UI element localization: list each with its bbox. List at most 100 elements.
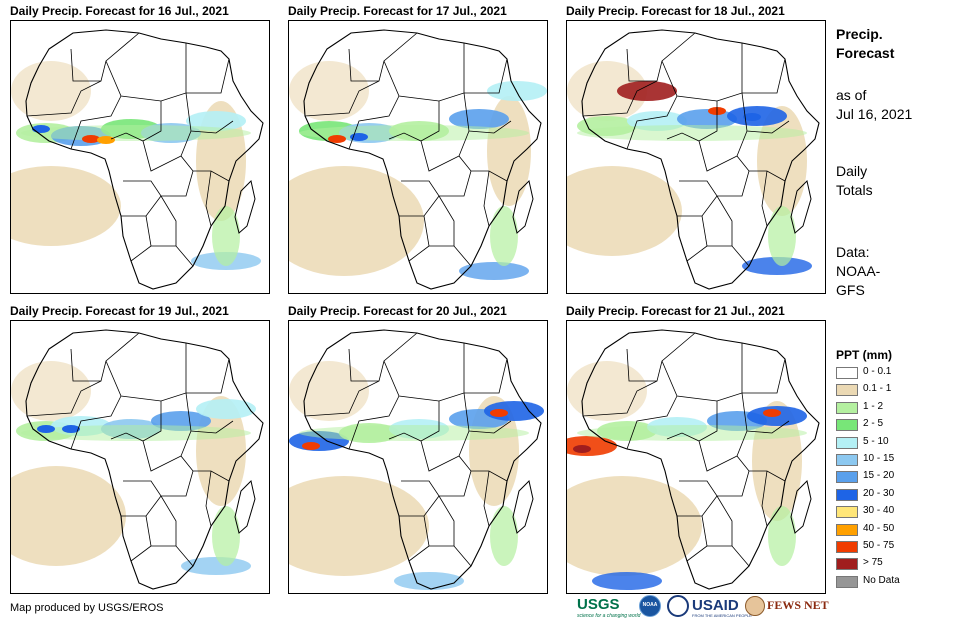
country-border: [348, 332, 418, 382]
legend-label: 10 - 15: [863, 453, 895, 464]
heavy-rain: [573, 445, 591, 453]
precip-map: [10, 20, 270, 294]
madagascar-outline: [234, 480, 256, 534]
southern-rain: [592, 572, 662, 590]
country-border: [160, 195, 177, 246]
country-border: [582, 380, 658, 417]
country-border: [438, 195, 455, 246]
heavy-rain: [37, 425, 55, 433]
dry-area: [11, 361, 91, 421]
country-border: [483, 170, 490, 227]
legend-label: 2 - 5: [863, 418, 884, 430]
africa-coastline: [303, 29, 542, 290]
madagascar-outline: [512, 180, 534, 234]
africa-coastline: [581, 329, 820, 590]
usaid-tagline: FROM THE AMERICAN PEOPLE: [692, 613, 752, 618]
legend-swatch: [836, 401, 858, 414]
country-border: [130, 545, 152, 562]
country-border: [463, 392, 512, 434]
africa-map: [567, 29, 820, 290]
legend-swatch: [836, 384, 858, 397]
country-border: [701, 215, 750, 267]
legend-swatch: [836, 471, 858, 484]
east-coast-rain: [768, 506, 796, 566]
heavy-rain: [743, 113, 761, 121]
dry-area: [11, 466, 126, 566]
fews-net-logo: FEWS NET: [767, 598, 829, 612]
east-coast-rain: [212, 206, 240, 266]
country-border: [626, 332, 696, 382]
precip-map: [10, 320, 270, 594]
legend-swatch: [836, 541, 858, 553]
southern-rain: [459, 262, 529, 280]
country-border: [121, 195, 162, 217]
southern-rain: [181, 557, 251, 575]
country-border: [698, 440, 738, 472]
country-border: [686, 545, 708, 562]
noaa-logo: NOAA: [639, 595, 661, 617]
madagascar-outline: [512, 480, 534, 534]
country-border: [626, 95, 678, 150]
country-border: [304, 80, 380, 117]
legend-swatch: [836, 558, 858, 571]
country-border: [70, 95, 122, 150]
africa-coastline: [581, 29, 820, 290]
east-coast-rain: [212, 506, 240, 566]
country-border: [26, 380, 102, 417]
country-border: [679, 470, 750, 497]
dry-area: [289, 166, 424, 276]
southern-rain: [742, 257, 812, 275]
precip-map: [288, 20, 548, 294]
country-border: [677, 195, 718, 217]
country-border: [130, 245, 152, 262]
country-border: [582, 80, 658, 117]
heavy-rain: [328, 135, 346, 143]
legend-swatch: [836, 523, 858, 536]
country-border: [185, 92, 234, 134]
country-border: [70, 332, 140, 382]
country-border: [142, 140, 182, 172]
country-border: [121, 495, 162, 517]
country-border: [408, 545, 430, 562]
legend-label: No Data: [863, 574, 900, 586]
africa-coastline: [303, 329, 542, 590]
country-border: [420, 440, 460, 472]
usgs-logo: USGS: [577, 596, 620, 613]
southern-rain: [394, 572, 464, 590]
dry-area: [289, 361, 369, 421]
legend-swatch: [836, 367, 858, 379]
usaid-seal: [667, 595, 689, 617]
heavy-rain: [82, 135, 100, 143]
rain-band: [186, 111, 246, 131]
panel-title: Daily Precip. Forecast for 19 Jul., 2021: [10, 304, 229, 318]
legend-swatch: [836, 436, 858, 449]
usaid-logo: USAID: [692, 597, 739, 614]
legend-label: 1 - 2: [863, 400, 884, 412]
dry-area: [289, 476, 429, 576]
heavy-rain: [490, 409, 508, 417]
africa-map: [567, 329, 820, 590]
country-border: [70, 32, 140, 82]
country-border: [205, 170, 212, 227]
legend-swatch: [836, 454, 858, 466]
africa-map: [289, 329, 544, 590]
madagascar-outline: [234, 180, 256, 234]
country-border: [408, 245, 430, 262]
country-border: [741, 92, 790, 134]
country-border: [348, 95, 400, 150]
rain-band: [196, 399, 256, 419]
country-border: [679, 170, 750, 197]
country-border: [142, 440, 182, 472]
heavy-rain: [62, 425, 80, 433]
as-of-date: Jul 16, 2021: [836, 106, 913, 122]
legend-label: 30 - 40: [863, 505, 895, 517]
country-border: [105, 343, 187, 402]
country-border: [185, 392, 234, 434]
country-border: [761, 170, 768, 227]
country-border: [348, 32, 418, 82]
madagascar-outline: [790, 180, 812, 234]
legend-swatch: [836, 419, 858, 432]
partner-logos: USGS science for a changing world NOAA U…: [577, 594, 829, 620]
legend-label: 20 - 30: [863, 487, 895, 499]
legend-title: PPT (mm): [836, 348, 893, 362]
